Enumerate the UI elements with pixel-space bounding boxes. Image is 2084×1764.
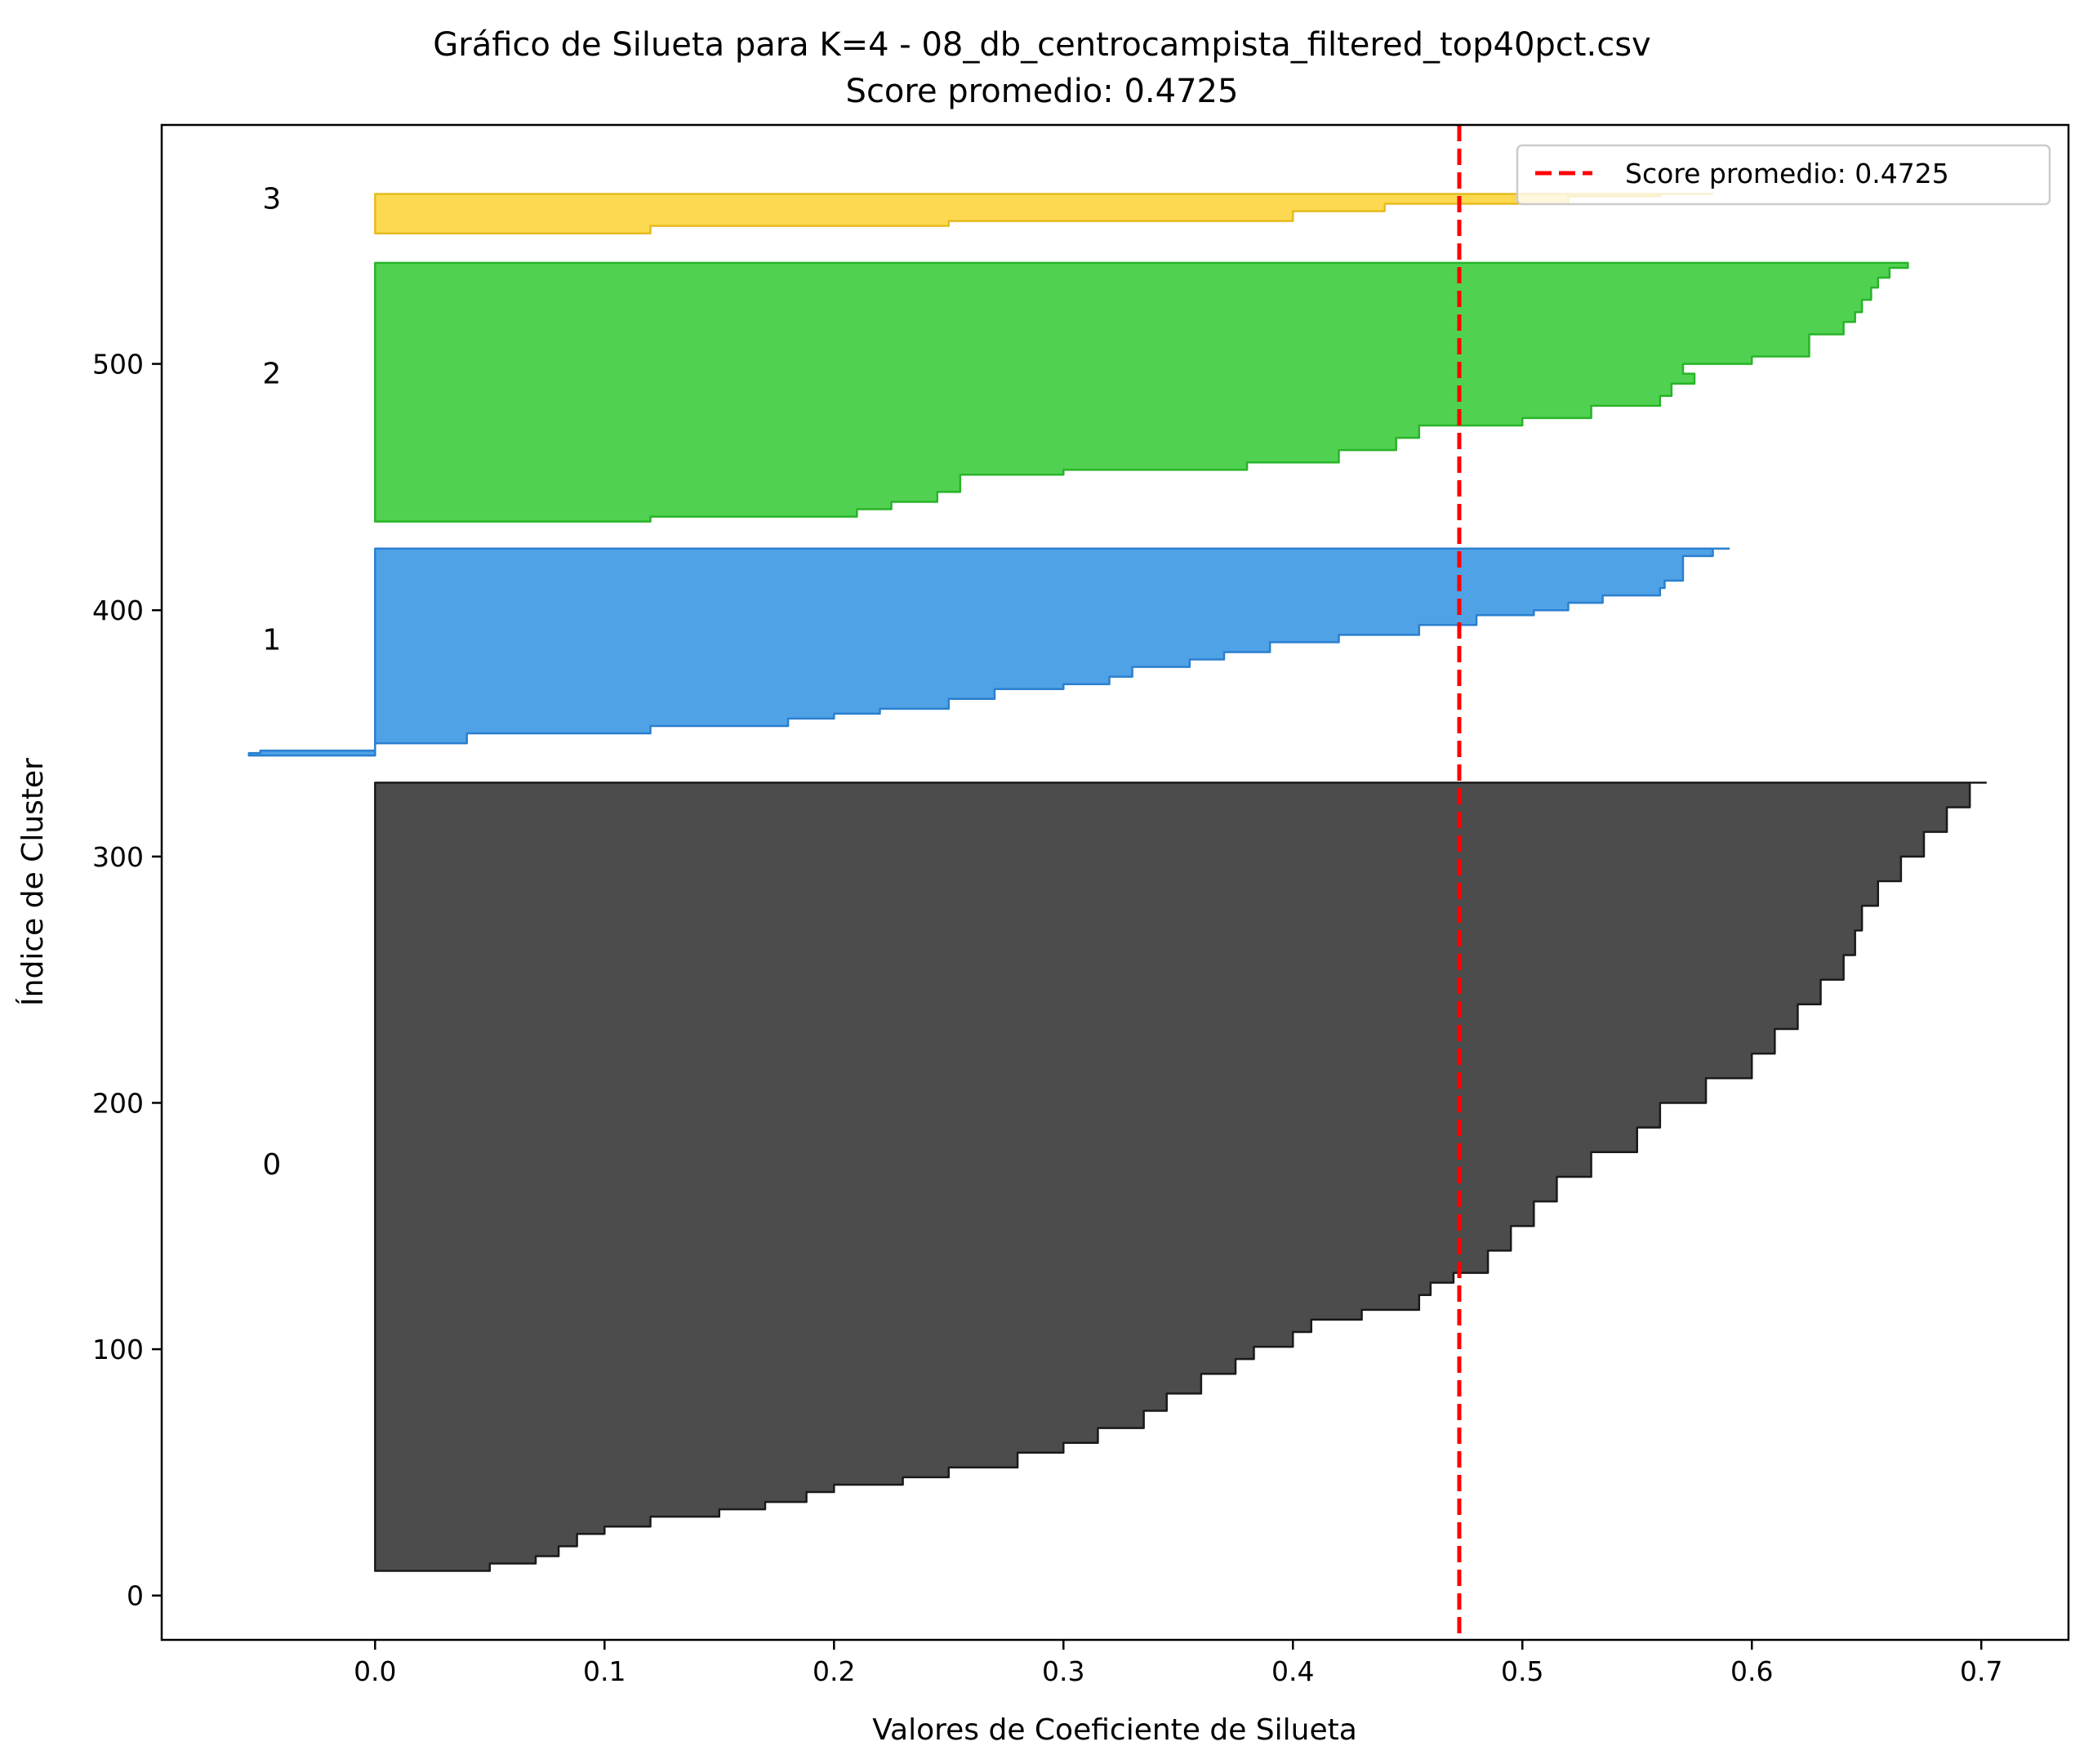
cluster-labels: 0 1 2 3 (262, 182, 281, 1181)
x-tick-label: 0.0 (354, 1655, 396, 1687)
y-tick-label: 400 (92, 595, 144, 626)
legend-label: Score promedio: 0.4725 (1625, 158, 1949, 189)
y-tick-label: 300 (92, 841, 144, 873)
cluster-1-area (247, 547, 1730, 757)
cluster-2-area (374, 261, 1909, 523)
plot-frame (160, 123, 2070, 1642)
x-tick-label: 0.2 (813, 1655, 855, 1687)
cluster-1-label: 1 (262, 623, 281, 657)
x-tick-label: 0.6 (1730, 1655, 1773, 1687)
cluster-2-label: 2 (262, 358, 281, 391)
x-tick-label: 0.7 (1960, 1655, 2002, 1687)
cluster-3-label: 3 (262, 182, 281, 216)
x-axis-ticks: 0.0 0.1 0.2 0.3 0.4 0.5 0.6 0.7 (354, 1640, 2002, 1687)
y-tick-label: 500 (92, 349, 144, 381)
cluster-0-area (374, 782, 1988, 1572)
chart-title: Gráfico de Silueta para K=4 - 08_db_cent… (433, 26, 1650, 64)
legend: Score promedio: 0.4725 (1516, 144, 2051, 206)
chart-subtitle: Score promedio: 0.4725 (846, 73, 1239, 110)
y-tick-label: 100 (92, 1334, 144, 1365)
y-tick-label: 0 (127, 1580, 144, 1612)
cluster-3-area (374, 193, 1714, 234)
y-tick-label: 200 (92, 1087, 144, 1119)
legend-box (1516, 144, 2051, 206)
x-tick-label: 0.5 (1501, 1655, 1543, 1687)
cluster-0-label: 0 (262, 1148, 281, 1182)
x-tick-label: 0.4 (1271, 1655, 1314, 1687)
y-axis-label: Índice de Cluster (16, 758, 50, 1006)
x-tick-label: 0.1 (583, 1655, 626, 1687)
x-axis-label: Valores de Coeficiente de Silueta (872, 1713, 1357, 1747)
cluster-areas (247, 193, 1988, 1572)
y-axis-ticks: 0 100 200 300 400 500 (92, 349, 162, 1612)
x-tick-label: 0.3 (1042, 1655, 1084, 1687)
